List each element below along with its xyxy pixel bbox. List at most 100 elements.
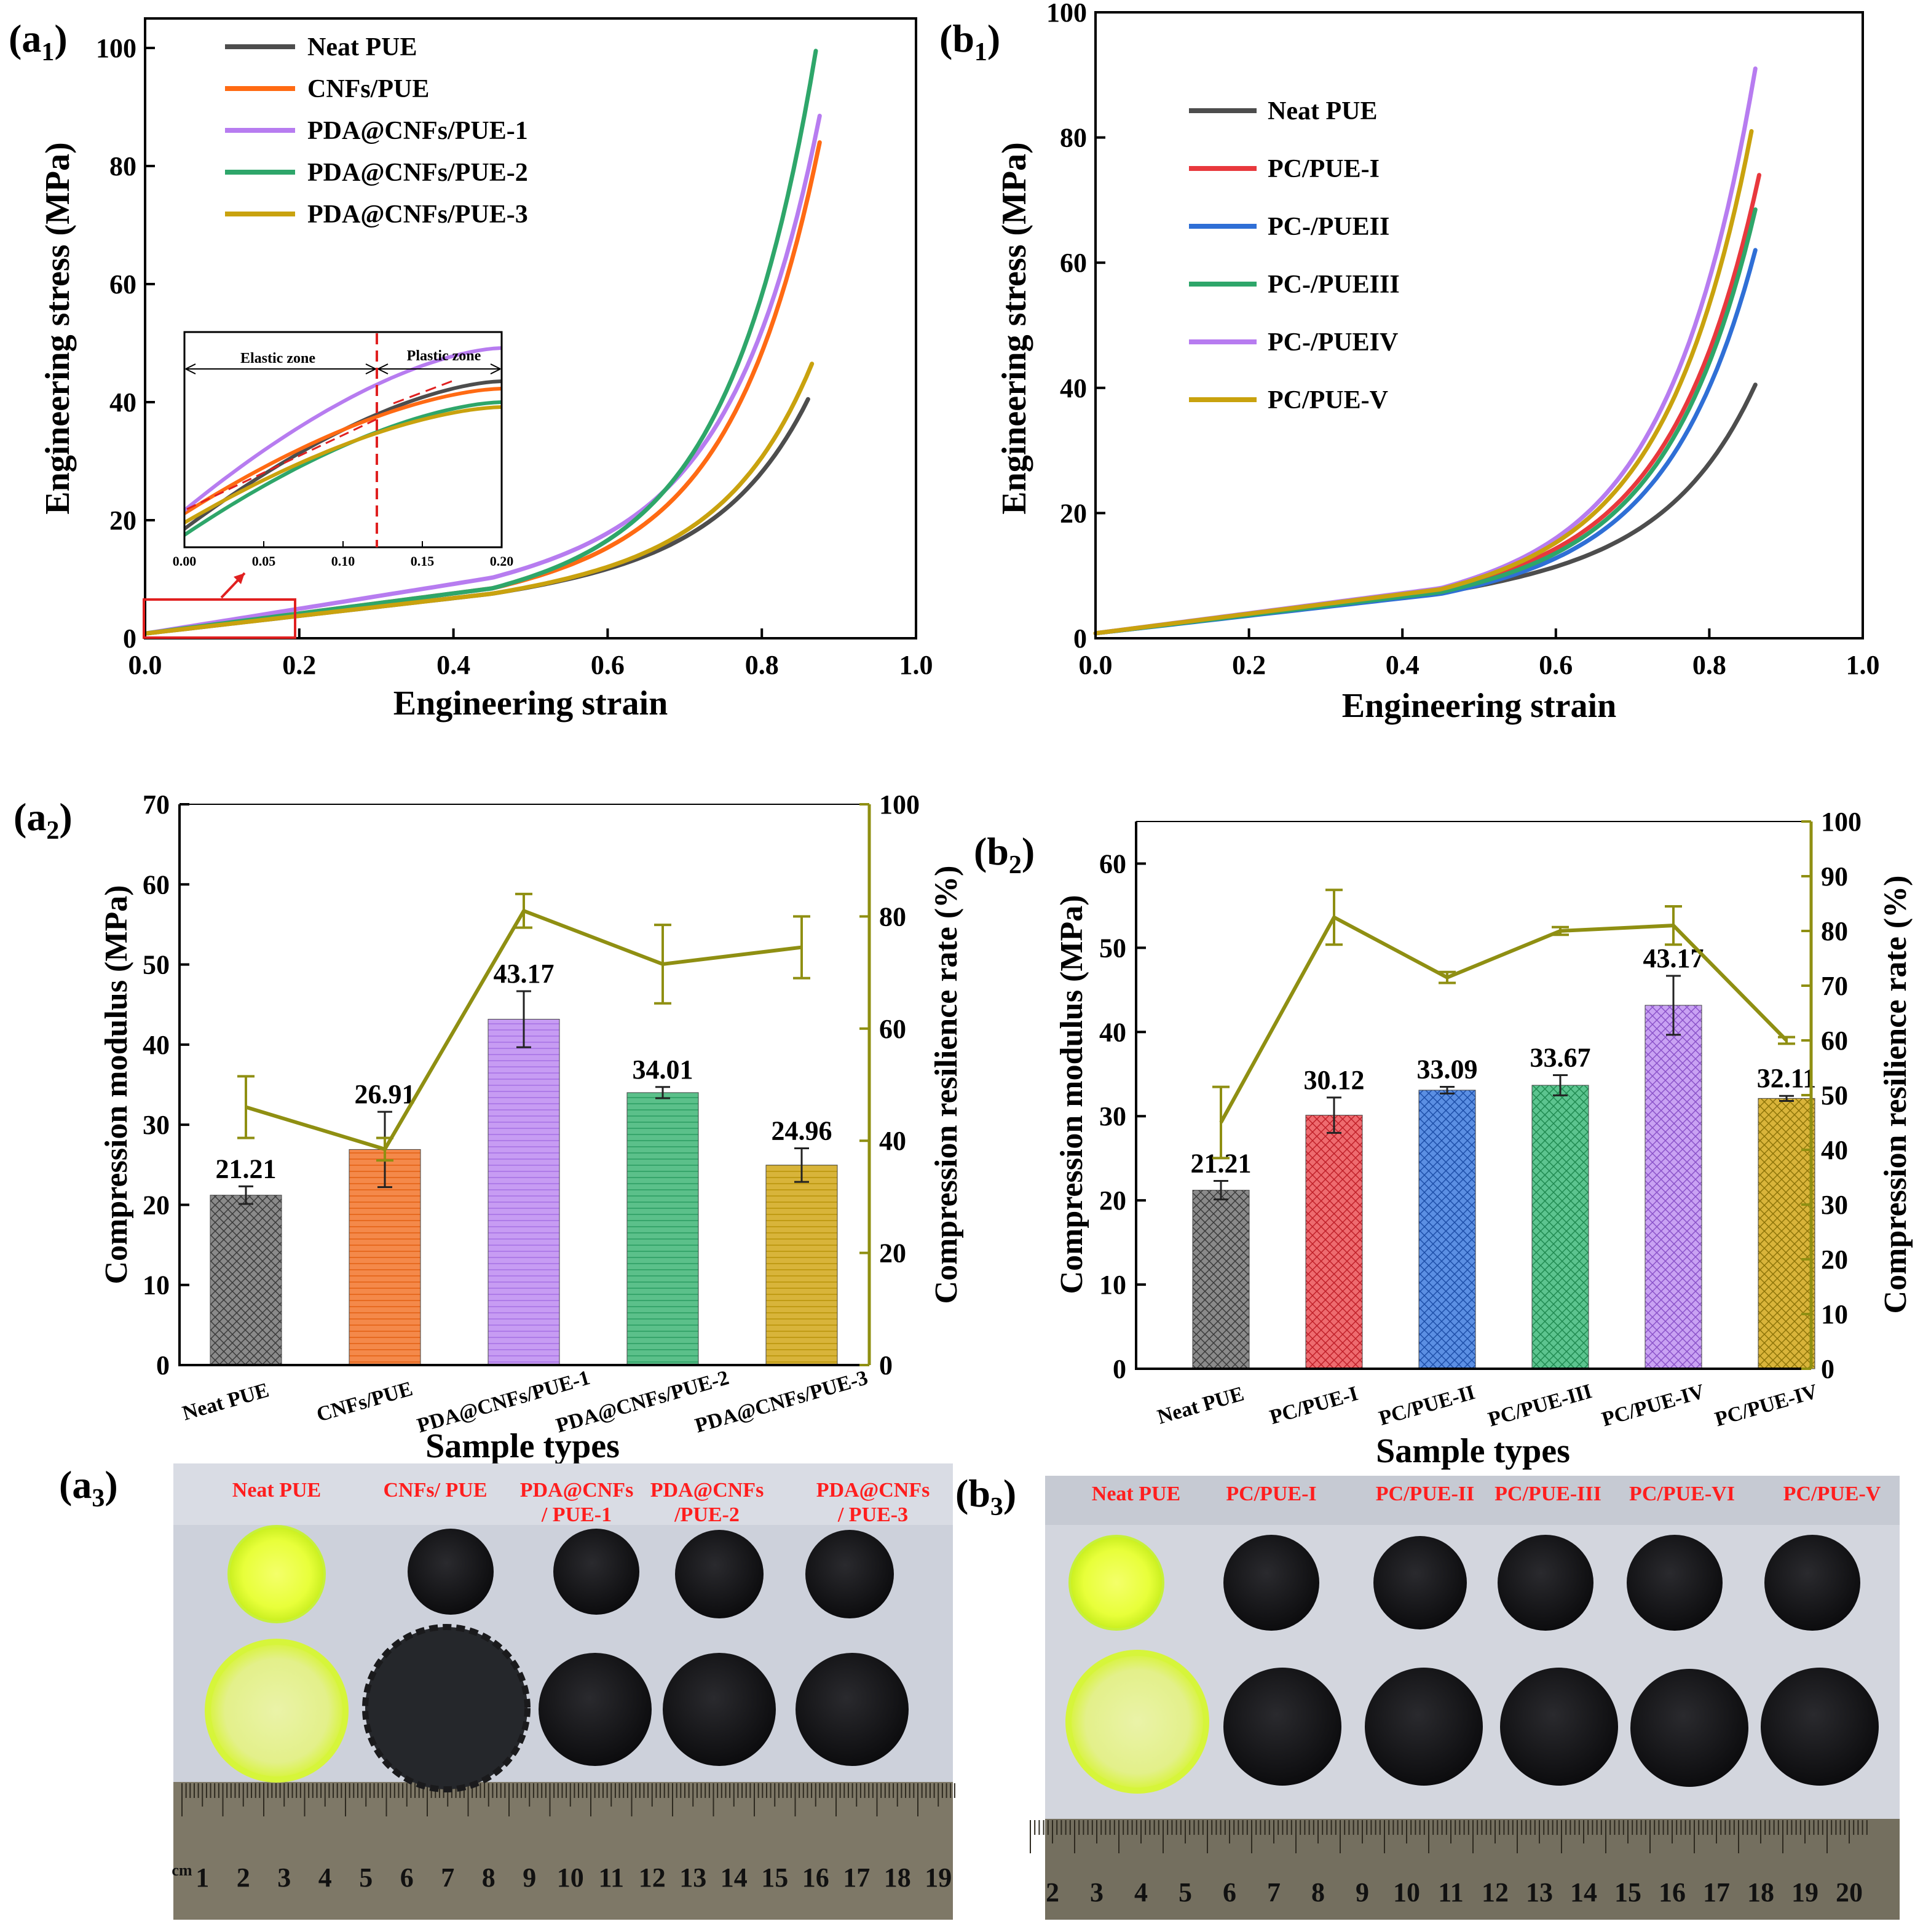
b3-ruler-number: 5 xyxy=(1179,1877,1192,1907)
photo-b3-samples: 2 3 4 5 6 7 8 9 10 11 12 13 14 15 16 17 18 19 20 Neat PUE P… xyxy=(1030,1476,1900,1920)
a2-right-ticks: 0 20 40 60 80 100 xyxy=(859,790,920,1380)
a1-inset-curve-4 xyxy=(183,405,502,525)
a3-ruler-number: 15 xyxy=(761,1863,788,1893)
b2-ytick-right-label: 40 xyxy=(1821,1135,1848,1165)
b1-curve-4 xyxy=(1093,66,1758,636)
b2-errorbar-4 xyxy=(1666,975,1681,1036)
a1-ytick-label: 40 xyxy=(109,387,136,418)
b2-bar-3 xyxy=(1531,1085,1589,1369)
a3-sample-discs xyxy=(205,1525,909,1792)
b3-ruler-number: 12 xyxy=(1482,1877,1509,1907)
b1-curve-1 xyxy=(1093,173,1761,636)
b3-ruler-number: 15 xyxy=(1614,1877,1641,1907)
a1-xtick-label: 0.8 xyxy=(745,650,779,680)
a2-ytick-label: 60 xyxy=(143,869,170,900)
b3-sample-label-1: PC/PUE-I xyxy=(1226,1483,1316,1505)
a2-category-label: Neat PUE xyxy=(180,1379,272,1425)
b2-ytick-label: 40 xyxy=(1099,1017,1126,1047)
b2-errorbar-3 xyxy=(1553,1074,1568,1096)
b2-left-ticks: 0 10 20 30 40 50 60 xyxy=(1099,849,1146,1384)
svg-text:(b1): (b1) xyxy=(939,17,1000,66)
b2-errorbar-2 xyxy=(1440,1085,1455,1095)
svg-text:(a2): (a2) xyxy=(14,795,73,845)
b2-value-label-3: 33.67 xyxy=(1530,1043,1591,1073)
a2-ytick-label: 50 xyxy=(143,950,170,980)
panel-label-a1: (a1) xyxy=(9,17,68,66)
b1-x-axis-ticks: 0.0 0.2 0.4 0.6 0.8 1.0 xyxy=(1079,628,1880,680)
b2-category-label: PC/PUE-I xyxy=(1267,1382,1360,1429)
b2-resilience-errorbar-0 xyxy=(1212,1085,1230,1160)
a2-value-label-2: 43.17 xyxy=(494,959,555,989)
a1-legend: Neat PUE CNFs/PUE PDA@CNFs/PUE-1 PDA@CNFs/P… xyxy=(225,33,528,229)
a1-y-axis-title: Engineering stress (MPa) xyxy=(39,142,77,515)
a1-curve-4 xyxy=(143,362,815,636)
a3-ruler-unit: cm xyxy=(172,1861,192,1879)
a3-ruler-number: 13 xyxy=(679,1863,706,1893)
a1-legend-label: PDA@CNFs/PUE-1 xyxy=(307,117,528,145)
a1-ytick-label: 0 xyxy=(123,624,136,654)
b1-legend-label: PC-/PUEIV xyxy=(1268,328,1398,357)
b1-legend-label: PC-/PUEIII xyxy=(1268,271,1400,299)
a1-ytick-label: 100 xyxy=(96,33,136,63)
chart-a2-modulus-bar: 21.21 26.91 43.17 34.01 24.96 0 10 20 30 40 50 60 7… xyxy=(99,790,964,1465)
b2-ytick-right-label: 60 xyxy=(1821,1026,1848,1056)
a1-legend-label: CNFs/PUE xyxy=(307,75,429,103)
b2-resilience-line xyxy=(1212,889,1795,1160)
a2-ytick-right-label: 0 xyxy=(879,1350,893,1380)
a2-resilience-errorbar-3 xyxy=(654,924,671,1005)
a1-xtick-label: 0.2 xyxy=(282,650,316,680)
b1-ytick-label: 40 xyxy=(1060,373,1087,403)
a1-inset-background xyxy=(184,332,502,547)
b2-category-label: PC/PUE-II xyxy=(1376,1381,1478,1430)
a1-inset-xtick-label: 0.05 xyxy=(252,553,276,569)
a2-ytick-label: 40 xyxy=(143,1030,170,1060)
a1-xtick-label: 0.0 xyxy=(128,650,162,680)
a3-ruler-number: 19 xyxy=(925,1863,952,1893)
b3-ruler-number: 17 xyxy=(1703,1877,1730,1907)
a2-category-label: CNFs/PUE xyxy=(314,1377,416,1427)
b2-bar-2 xyxy=(1418,1090,1476,1369)
a3-ruler-number: 7 xyxy=(441,1863,454,1893)
b1-ytick-label: 80 xyxy=(1060,123,1087,153)
b2-ytick-right-label: 70 xyxy=(1821,971,1848,1001)
b1-legend: Neat PUE PC/PUE-I PC-/PUEII PC-/PUEIII PC-/P… xyxy=(1189,97,1400,414)
a3-ruler-number: 10 xyxy=(557,1863,584,1893)
b2-resilience-errorbar-5 xyxy=(1778,1035,1795,1045)
a3-ruler-number: 6 xyxy=(400,1863,414,1893)
a1-x-axis-ticks: 0.0 0.2 0.4 0.6 0.8 1.0 xyxy=(128,628,933,680)
a1-ytick-label: 60 xyxy=(109,269,136,299)
b2-errorbar-1 xyxy=(1327,1096,1341,1134)
chart-a1-stress-strain: 0.0 0.2 0.4 0.6 0.8 1.0 0 20 40 60 80 100 Engineer… xyxy=(39,17,933,723)
b1-ytick-label: 0 xyxy=(1073,624,1087,654)
b3-sample-label-3: PC/PUE-III xyxy=(1495,1483,1601,1505)
b3-photo-top-strip xyxy=(1045,1476,1900,1525)
a2-y-right-axis-title: Compression resilience rate (%) xyxy=(929,866,964,1304)
b3-ruler-number: 9 xyxy=(1356,1877,1369,1907)
a3-ruler-number: 4 xyxy=(318,1863,332,1893)
b3-sample-label-0: Neat PUE xyxy=(1092,1483,1180,1505)
a3-ruler-number: 8 xyxy=(482,1863,496,1893)
b3-ruler-number: 20 xyxy=(1836,1877,1863,1907)
b2-value-label-1: 30.12 xyxy=(1304,1065,1365,1095)
a1-zoom-region-box xyxy=(143,598,296,639)
a2-errorbar-4 xyxy=(794,1147,809,1183)
a3-sample-label-1: CNFs/ PUE xyxy=(383,1479,487,1502)
a1-inset-elastic-tangent xyxy=(186,418,377,510)
svg-text:(a1): (a1) xyxy=(9,17,68,66)
a2-bar-0 xyxy=(210,1195,282,1366)
a3-sample-label-3: /PUE-2 xyxy=(674,1503,740,1526)
a3-photo-top-strip xyxy=(173,1463,953,1525)
a3-ruler-number: 9 xyxy=(523,1863,536,1893)
a3-ruler-number: 11 xyxy=(598,1863,624,1893)
b1-y-axis-ticks: 0 20 40 60 80 100 xyxy=(1046,0,1105,654)
b2-errorbar-5 xyxy=(1779,1095,1794,1102)
b3-ruler-number: 18 xyxy=(1747,1877,1774,1907)
b3-ruler-number: 3 xyxy=(1090,1877,1104,1907)
b2-errorbar-0 xyxy=(1214,1180,1228,1201)
a3-ruler-number: 1 xyxy=(195,1863,209,1893)
a3-ruler-number: 3 xyxy=(277,1863,291,1893)
a3-ruler-number: 14 xyxy=(721,1863,748,1893)
a2-ytick-right-label: 80 xyxy=(879,901,906,932)
a3-pda3-small-disc xyxy=(805,1530,894,1618)
